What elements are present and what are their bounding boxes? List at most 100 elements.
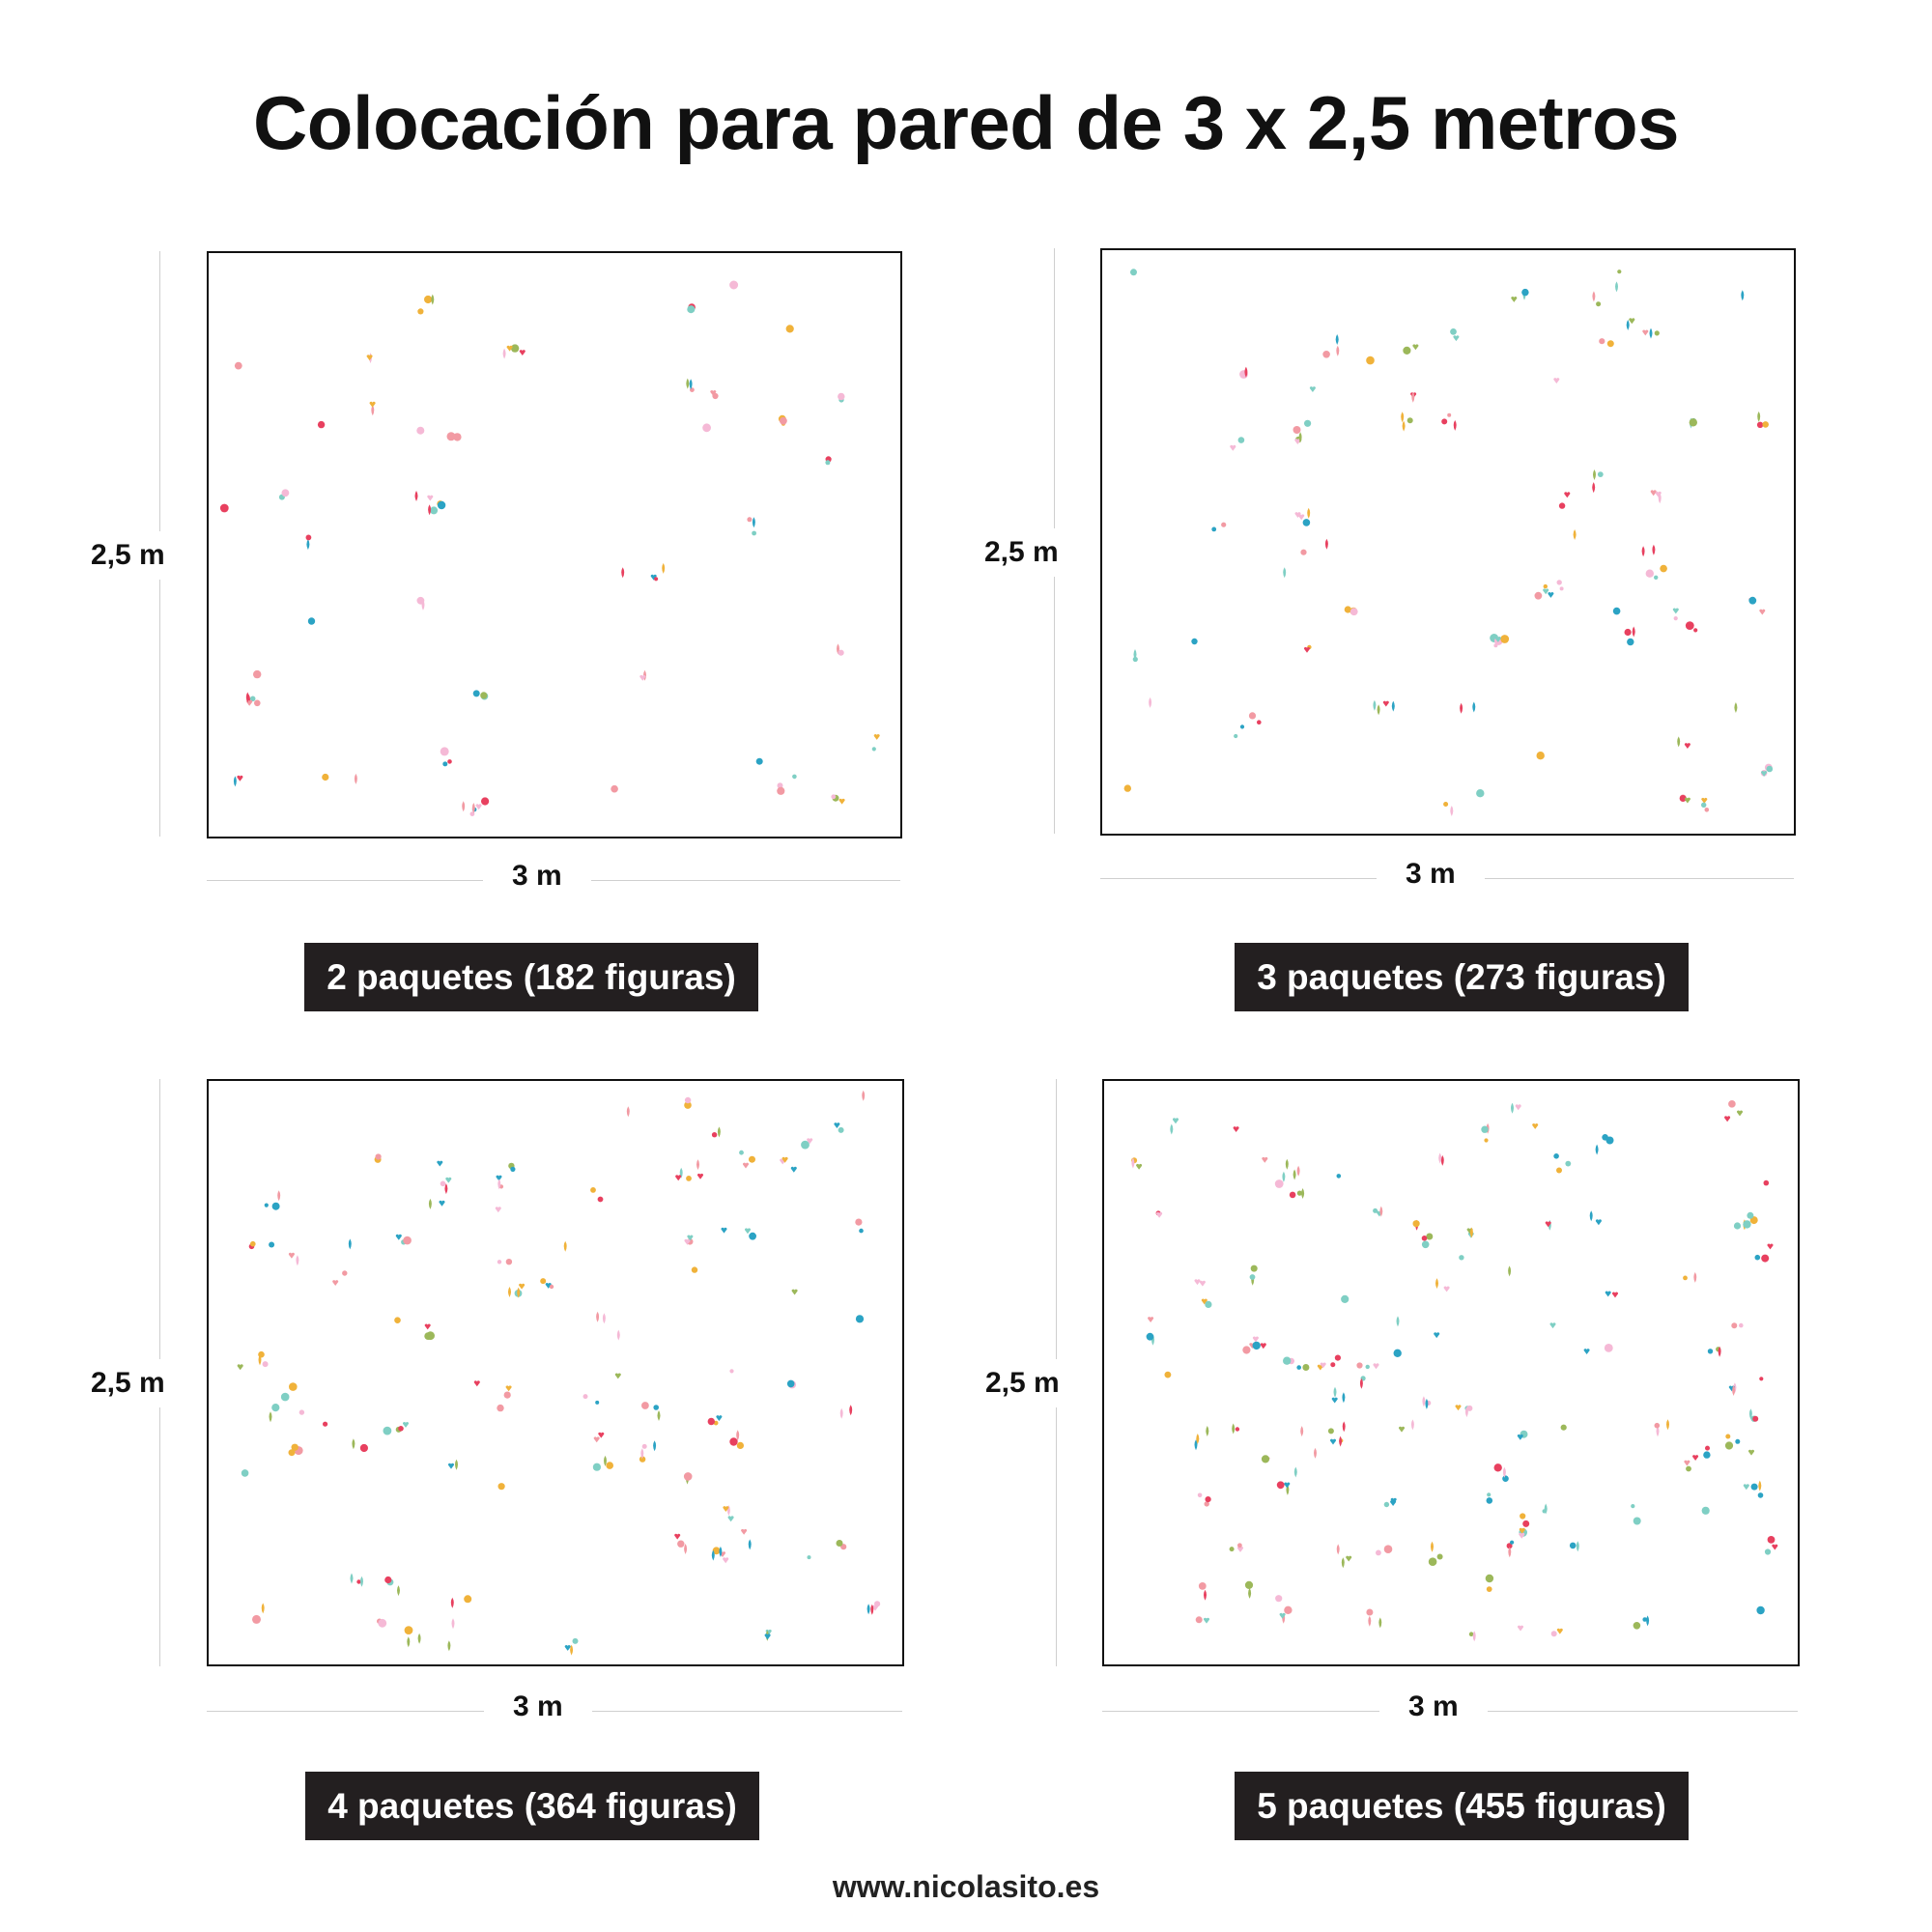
leaf-figure (1677, 736, 1681, 748)
heart-figure (1298, 514, 1305, 521)
flower-figure (1604, 1344, 1613, 1352)
leaf-figure (1396, 1316, 1400, 1327)
flower-figure (1204, 1501, 1209, 1507)
flower-figure (1123, 784, 1131, 792)
flower-figure (1556, 1167, 1562, 1174)
flower-figure (1731, 1322, 1738, 1329)
heart-figure (1434, 1332, 1440, 1339)
heart-figure (445, 1177, 452, 1183)
caption-badge: 3 paquetes (273 figuras) (1235, 943, 1689, 1011)
flower-figure (289, 1382, 298, 1391)
flower-figure (510, 1166, 516, 1172)
leaf-figure (1464, 1406, 1468, 1418)
leaf-figure (1149, 696, 1152, 708)
heart-figure (505, 1385, 512, 1392)
flower-figure (711, 1132, 718, 1138)
leaf-figure (653, 1440, 657, 1452)
flower-figure (702, 423, 711, 433)
heart-figure (1543, 588, 1549, 595)
leaf-figure (462, 801, 466, 812)
flower-figure (1679, 795, 1687, 802)
heart-figure (1194, 1279, 1201, 1286)
flower-figure (1466, 1405, 1473, 1411)
flower-figure (1468, 1632, 1474, 1636)
heart-figure (1650, 490, 1657, 497)
heart-figure (1453, 335, 1460, 342)
heart-figure (807, 1138, 813, 1145)
flower-figure (1365, 1364, 1370, 1370)
leaf-figure (867, 1604, 870, 1615)
heart-figure (1583, 1349, 1590, 1354)
flower-figure (416, 426, 425, 435)
heart-figure (424, 1323, 431, 1330)
flower-figure (739, 1150, 744, 1155)
flower-figure (755, 757, 763, 765)
flower-figure (424, 1332, 433, 1340)
heart-figure (1398, 1426, 1406, 1433)
heart-figure (369, 401, 376, 408)
flower-figure (654, 577, 659, 582)
leaf-figure (1402, 420, 1406, 432)
heart-figure (1759, 609, 1766, 615)
leaf-figure (717, 1126, 721, 1138)
leaf-figure (306, 539, 310, 551)
flower-figure (1748, 596, 1757, 605)
flower-figure (1683, 1275, 1688, 1281)
flower-figure (707, 1417, 715, 1426)
leaf-figure (414, 491, 418, 501)
flower-figure (1198, 1582, 1207, 1590)
leaf-figure (407, 1636, 411, 1648)
flower-figure (1556, 580, 1562, 585)
leaf-figure (711, 1549, 715, 1561)
leaf-figure (1652, 544, 1656, 555)
flower-figure (317, 420, 326, 429)
caption-badge: 4 paquetes (364 figuras) (305, 1772, 759, 1840)
flower-figure (291, 1443, 298, 1451)
flower-figure (1393, 1349, 1402, 1357)
leaf-figure (421, 599, 425, 611)
leaf-figure (1748, 1408, 1752, 1420)
heart-figure (1629, 318, 1635, 325)
flower-figure (838, 1126, 844, 1133)
leaf-figure (1593, 469, 1596, 480)
leaf-figure (1333, 1386, 1337, 1398)
leaf-figure (1511, 1102, 1514, 1114)
flower-figure (1447, 412, 1452, 417)
leaf-figure (1194, 1439, 1198, 1451)
flower-figure (398, 1426, 404, 1432)
heart-figure (1724, 1116, 1731, 1122)
leaf-figure (1293, 1169, 1296, 1180)
flower-figure (736, 1441, 745, 1449)
leaf-figure (428, 1198, 432, 1209)
leaf-figure (233, 776, 237, 787)
heart-figure (1148, 1317, 1154, 1322)
heart-figure (764, 1634, 771, 1640)
leaf-figure (444, 1183, 448, 1195)
flower-figure (1486, 1586, 1492, 1592)
flower-figure (1441, 418, 1448, 425)
flower-figure (375, 1153, 382, 1160)
flower-figure (1344, 606, 1351, 613)
flower-figure (1191, 638, 1198, 645)
heart-figure (1672, 608, 1679, 614)
wall-panel-5-packs (1102, 1079, 1800, 1666)
flower-figure (838, 392, 845, 401)
leaf-figure (602, 1313, 606, 1324)
heart-figure (873, 734, 880, 740)
leaf-figure (1378, 1617, 1382, 1629)
flower-figure (1211, 526, 1217, 532)
heart-figure (519, 350, 526, 355)
heart-figure (366, 355, 373, 361)
flower-figure (1132, 656, 1138, 663)
flower-figure (1450, 328, 1457, 335)
leaf-figure (1324, 538, 1328, 550)
flower-figure (1756, 421, 1764, 428)
flower-figure (1725, 1434, 1731, 1439)
flower-figure (1493, 643, 1498, 648)
flower-figure (1302, 519, 1311, 526)
heart-figure (1511, 297, 1518, 302)
heart-figure (495, 1207, 501, 1213)
flower-figure (1356, 1362, 1363, 1369)
heart-figure (1390, 1497, 1397, 1504)
heart-figure (1553, 378, 1560, 384)
